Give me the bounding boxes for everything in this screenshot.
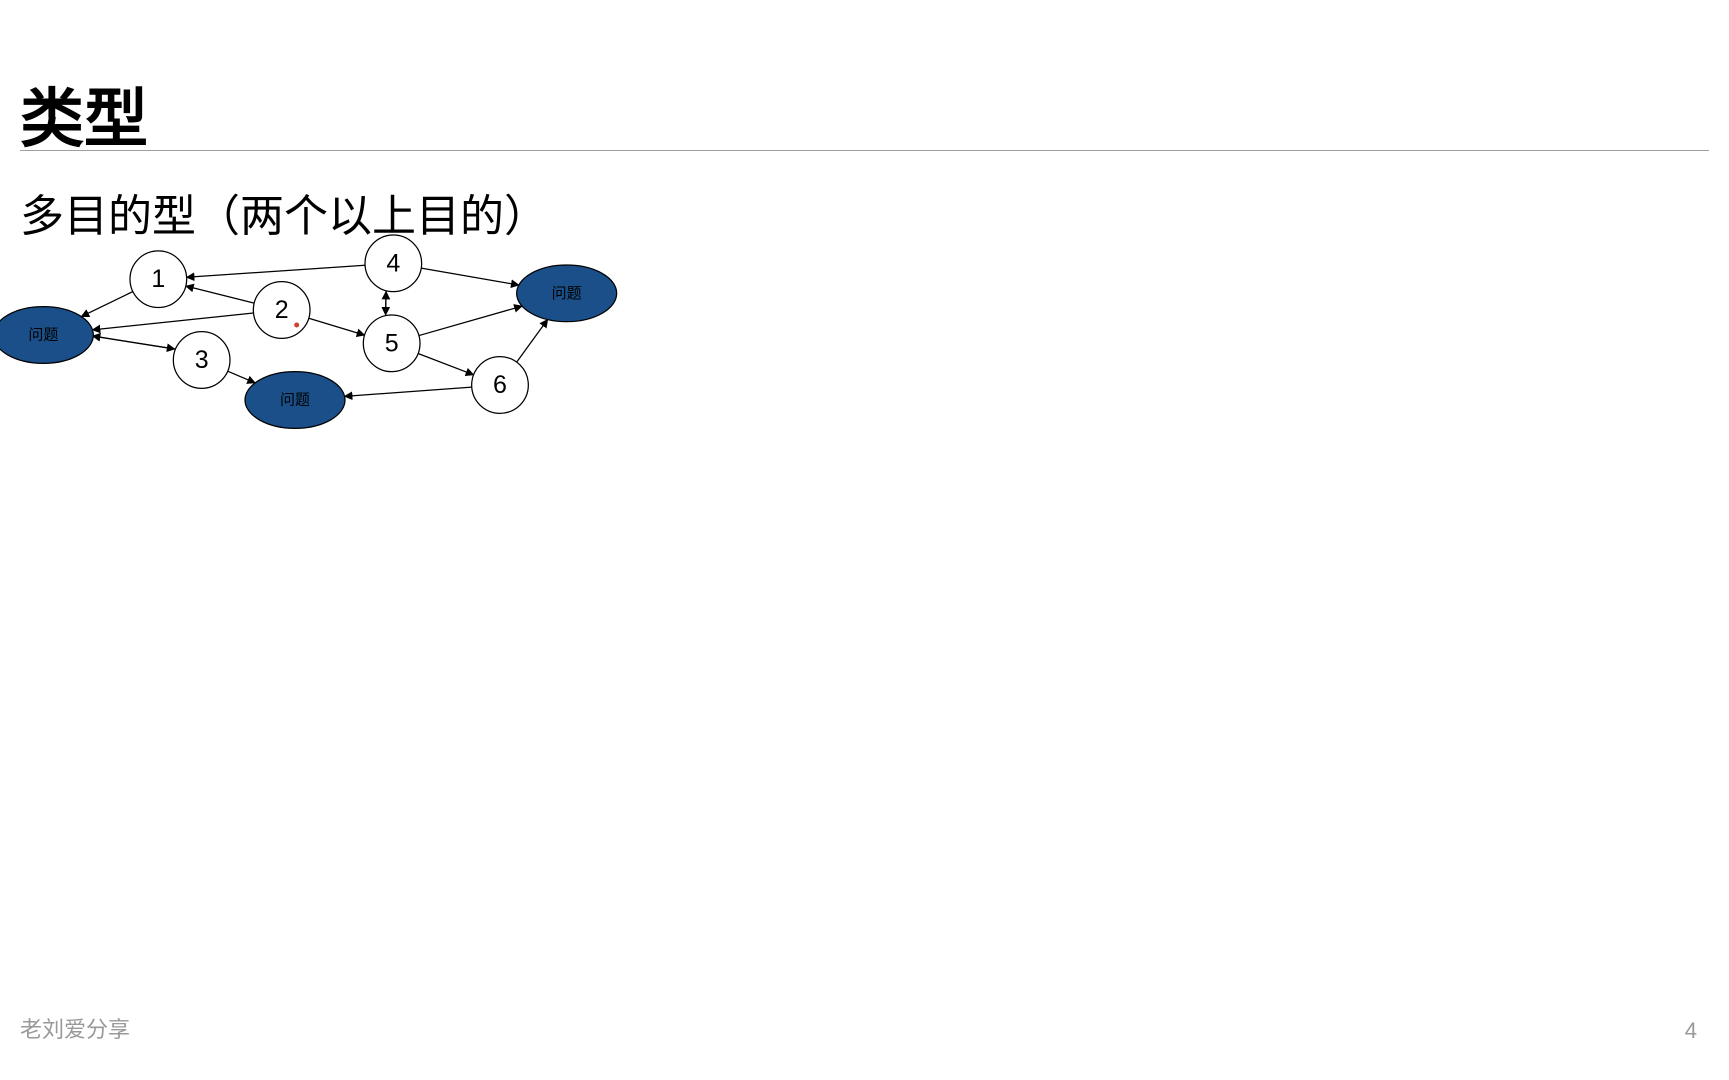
- node-label-n1: 1: [151, 265, 165, 293]
- edge: [93, 336, 175, 349]
- edge: [187, 265, 365, 277]
- edge: [92, 313, 253, 330]
- network-diagram: 问题问题问题123456: [0, 0, 700, 500]
- node-label-pA: 问题: [28, 327, 58, 344]
- node-label-n5: 5: [385, 329, 399, 357]
- edge: [419, 306, 522, 335]
- edge: [517, 320, 548, 363]
- node-label-pB: 问题: [280, 392, 310, 409]
- node-label-pC: 问题: [552, 285, 582, 302]
- edge: [186, 286, 254, 303]
- node-label-n2: 2: [275, 296, 289, 324]
- edge: [309, 318, 365, 335]
- edge: [421, 268, 519, 285]
- cursor-dot: [294, 323, 299, 328]
- page-number: 4: [1685, 1018, 1697, 1044]
- edge: [418, 354, 473, 375]
- footer-author: 老刘爱分享: [20, 1012, 130, 1044]
- edge: [228, 371, 255, 383]
- node-label-n3: 3: [195, 346, 209, 374]
- node-label-n4: 4: [386, 249, 400, 277]
- edge: [81, 292, 133, 317]
- edge: [345, 387, 472, 396]
- node-label-n6: 6: [493, 371, 507, 399]
